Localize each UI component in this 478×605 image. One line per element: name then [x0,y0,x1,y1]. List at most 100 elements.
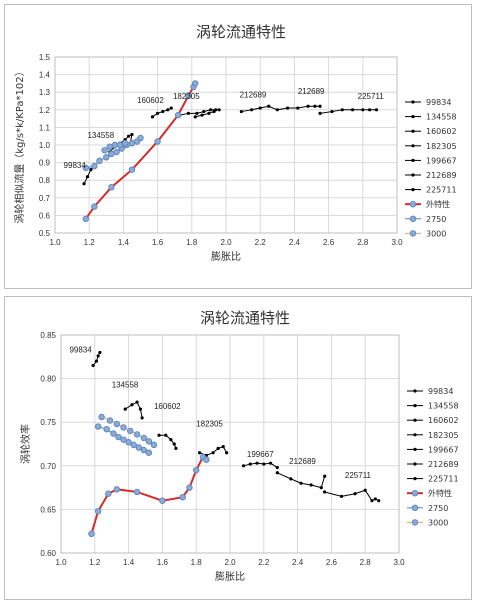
data-point [319,486,323,490]
data-point [318,111,322,115]
turbine-flow-chart: 涡轮流通特性 0.5 0.6 0.7 0.8 0.9 1.0 1.1 1.2 1.3 1.4 1.5 1… [13,23,457,263]
series-212689 [239,104,322,114]
legend-label: 160602 [426,127,457,136]
data-point [156,111,160,115]
legend-swatch-marker [413,418,417,422]
data-point [85,175,90,179]
plot-area [54,56,398,234]
series-212689 [275,471,327,490]
series-line [92,352,101,366]
data-point [306,104,310,108]
series-3000 [101,140,129,154]
data-point [207,111,211,115]
legend-label: 212689 [426,171,457,180]
legend-item: 212689 [405,171,457,180]
data-point [128,166,136,173]
data-point [130,403,134,407]
data-point [123,407,127,411]
data-point [209,108,213,112]
series-225711 [323,488,381,503]
data-point [127,427,134,435]
data-point [150,441,158,449]
turbine-efficiency-chart: 涡轮流通特性 0.60 0.65 0.70 0.75 0.80 0.85 1.0 1.2 1.4 1… [19,309,459,583]
data-point [120,424,127,431]
data-point [174,111,182,119]
data-point [339,494,344,498]
chart-title: 涡轮流通特性 [196,23,286,41]
legend-label: 182305 [426,142,457,151]
legend-label: 199667 [428,445,459,454]
data-point [212,109,216,114]
data-point [267,104,271,108]
legend-swatch-marker [413,389,417,393]
data-point [340,108,344,112]
data-point [161,109,165,114]
series-2750 [94,423,153,456]
data-point [241,464,246,468]
data-point [275,471,279,475]
legend-item: 212689 [407,460,459,469]
data-point [101,147,108,154]
data-point [309,483,313,487]
data-point [174,446,178,450]
x-tick-label: 1.2 [89,558,101,567]
legend-label: 199667 [426,156,457,165]
legend-swatch-marker [413,447,417,451]
legend-swatch-marker [411,504,419,511]
legend-label: 3000 [426,229,446,238]
legend-label: 212689 [428,460,459,469]
y-tick-label: 0.8 [39,176,51,185]
y-tick-label: 1.5 [39,53,51,62]
data-point [217,108,221,112]
data-point [211,451,215,455]
legend-label: 225711 [428,475,459,484]
data-point [113,148,120,156]
data-point [239,109,243,114]
data-point [138,407,143,411]
series-line [241,105,321,113]
data-point [262,462,266,466]
series-annotation: 160602 [137,96,164,105]
data-point [216,446,220,450]
series-annotation: 99834 [69,345,92,354]
data-point [323,474,327,478]
legend-swatch-marker [413,477,417,481]
data-point [113,420,120,428]
series-99834 [91,350,102,368]
legend-item: 外特性 [405,199,450,209]
data-point [164,433,168,437]
data-point [105,490,112,497]
chart-title: 涡轮流通特性 [200,309,290,327]
legend-item: 99834 [405,98,451,107]
data-point [150,115,155,119]
data-point [96,354,100,358]
data-point [221,445,225,449]
turbine-efficiency-chart-panel: 涡轮流通特性 0.60 0.65 0.70 0.75 0.80 0.85 1.0 1.2 1.4 1… [4,296,472,600]
data-point [323,490,327,494]
series-annotation: 212689 [298,87,325,96]
x-tick-label: 2.4 [292,558,304,567]
legend-swatch-marker [413,462,417,466]
series-160602 [157,433,178,450]
data-point [120,436,127,443]
series-line [195,111,215,118]
data-point [197,451,202,455]
data-point [179,493,186,501]
series-annotation: 134558 [112,380,139,389]
series-annotation: 212689 [289,457,316,466]
legend-item: 外特性 [407,488,452,498]
data-point [368,108,372,112]
y-tick-label: 0.65 [40,505,56,514]
data-point [98,413,105,421]
legend-label: 182305 [428,431,459,440]
x-tick-label: 1.8 [191,558,203,567]
data-point [157,433,161,437]
data-point [140,434,148,442]
data-point [296,106,300,110]
data-point [106,417,114,424]
series-annotation: 182305 [196,420,223,429]
x-tick-label: 3.0 [393,558,405,567]
legend-item: 2750 [405,215,446,224]
x-axis-label: 膨胀比 [215,570,245,583]
data-point [121,140,129,147]
